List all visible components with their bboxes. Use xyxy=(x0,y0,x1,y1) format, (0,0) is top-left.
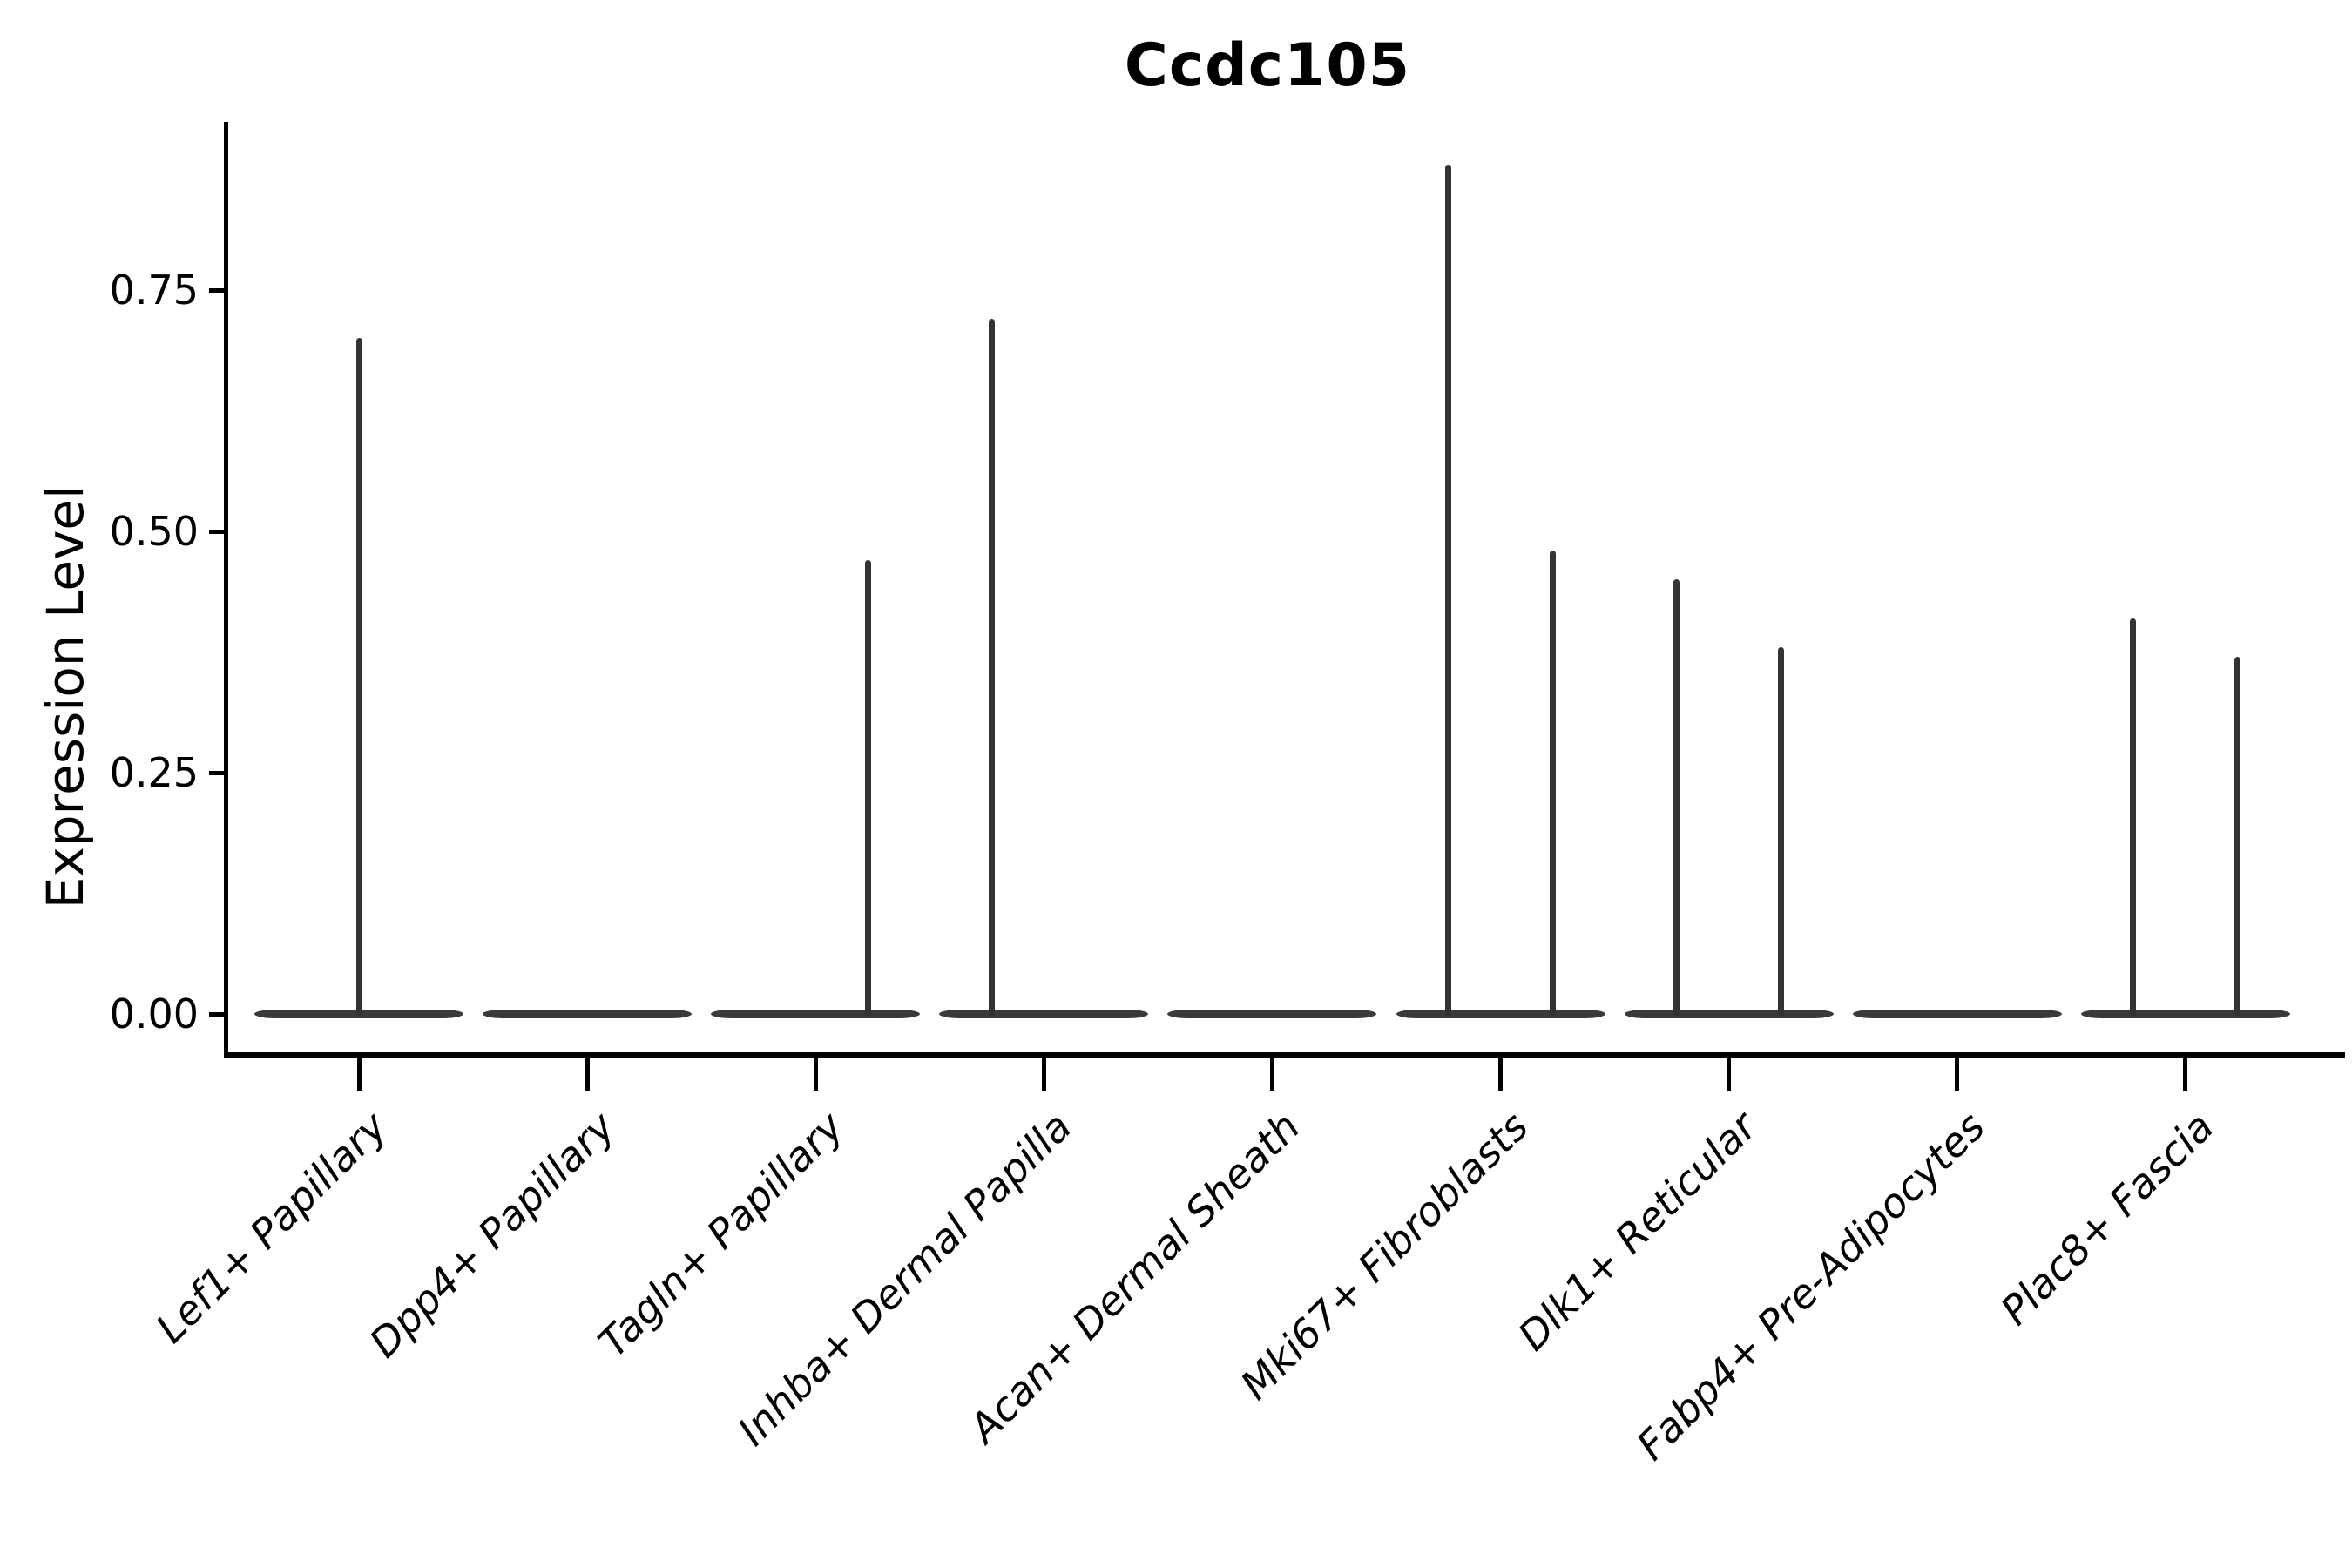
y-axis-tick-label: 0.25 xyxy=(109,749,199,796)
x-axis-tick xyxy=(2183,1058,2188,1091)
violin-tail xyxy=(864,560,871,1016)
y-axis-tick-label: 0.50 xyxy=(109,508,199,555)
violin-tail xyxy=(2234,657,2241,1016)
x-axis-tick xyxy=(1269,1058,1274,1091)
violin-tail xyxy=(355,338,362,1016)
violin-tail xyxy=(988,319,995,1016)
violin-body xyxy=(1624,1010,1834,1018)
violin-tail xyxy=(1445,164,1451,1016)
violin-body xyxy=(711,1010,921,1018)
x-axis-tick-label: Tagln+ Papillary xyxy=(589,1103,853,1367)
violin-body xyxy=(1167,1010,1377,1018)
x-axis-tick-label: Lef1+ Papillary xyxy=(146,1103,396,1352)
y-axis-tick xyxy=(209,287,225,293)
y-axis-spine xyxy=(224,122,228,1058)
x-axis-tick xyxy=(1727,1058,1732,1091)
violin-body xyxy=(1396,1010,1605,1018)
y-axis-tick xyxy=(209,770,225,775)
violin-body xyxy=(939,1010,1149,1018)
x-axis-tick xyxy=(1041,1058,1046,1091)
x-axis-tick xyxy=(1955,1058,1960,1091)
violin-tail xyxy=(1550,551,1556,1016)
x-axis-tick-label: Plac8+ Fascia xyxy=(1990,1103,2222,1335)
x-axis-tick-label: Dpp4+ Papillary xyxy=(360,1103,625,1367)
y-axis-tick-label: 0.75 xyxy=(109,267,199,314)
violin-body xyxy=(1852,1010,2062,1018)
x-axis-tick-label: Dlk1+ Reticular xyxy=(1509,1103,1766,1360)
x-axis-tick xyxy=(1498,1058,1503,1091)
y-axis-tick xyxy=(209,529,225,534)
violin-tail xyxy=(2130,618,2137,1016)
violin-body xyxy=(2080,1010,2290,1018)
violin-tail xyxy=(1673,579,1680,1016)
violin-tail xyxy=(1778,646,1785,1016)
x-axis-tick xyxy=(356,1058,362,1091)
x-axis-tick xyxy=(585,1058,590,1091)
x-axis-tick xyxy=(813,1058,818,1091)
chart-title: Ccdc105 xyxy=(1124,31,1411,100)
y-axis-tick-label: 0.00 xyxy=(109,990,199,1037)
y-axis-tick xyxy=(209,1011,225,1017)
violin-body xyxy=(483,1010,693,1018)
x-axis-spine xyxy=(224,1052,2345,1058)
